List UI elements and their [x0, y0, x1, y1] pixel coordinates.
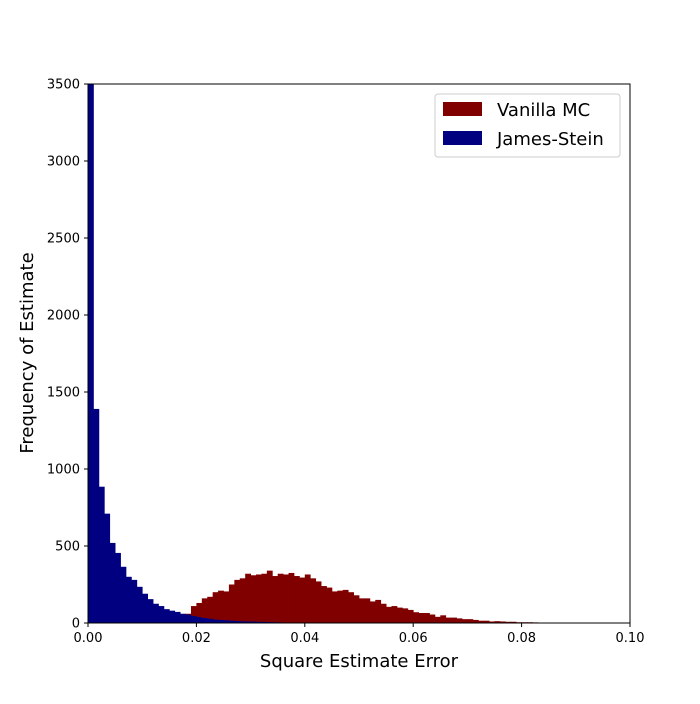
vanilla-mc-bar — [381, 604, 387, 623]
y-tick-label: 1000 — [47, 463, 80, 478]
y-tick-label: 500 — [55, 540, 80, 555]
vanilla-mc-bar — [435, 617, 441, 623]
james-stein-bar — [88, 84, 94, 623]
vanilla-mc-bar — [337, 591, 343, 623]
vanilla-mc-bar — [218, 591, 224, 623]
james-stein-bar — [121, 567, 127, 623]
x-tick-label: 0.04 — [290, 631, 319, 646]
vanilla-mc-bar — [402, 608, 408, 623]
x-tick-label: 0.02 — [182, 631, 211, 646]
james-stein-bar — [164, 609, 170, 623]
vanilla-mc-bar — [294, 576, 300, 623]
vanilla-mc-bar — [316, 581, 322, 623]
y-tick-label: 3000 — [47, 155, 80, 170]
james-stein-bar — [191, 616, 197, 623]
vanilla-mc-bar — [392, 606, 398, 623]
vanilla-mc-bar — [283, 574, 289, 623]
vanilla-mc-bar — [429, 615, 435, 623]
james-stein-bar — [99, 487, 105, 623]
vanilla-mc-bar — [397, 608, 403, 623]
vanilla-mc-bar — [299, 578, 305, 623]
james-stein-bar — [110, 543, 116, 623]
vanilla-mc-bar — [440, 615, 446, 623]
vanilla-mc-bar — [305, 574, 311, 623]
x-axis-label: Square Estimate Error — [260, 651, 459, 672]
y-tick-label: 1500 — [47, 386, 80, 401]
legend-swatch-vanilla-mc — [443, 102, 482, 116]
vanilla-mc-bar — [229, 585, 235, 624]
james-stein-bar — [180, 614, 186, 623]
vanilla-mc-bar — [446, 618, 452, 623]
y-tick-label: 0 — [72, 617, 80, 632]
james-stein-bar — [142, 594, 148, 623]
james-stein-bar — [196, 617, 202, 623]
vanilla-mc-bar — [251, 575, 257, 623]
james-stein-bar — [158, 606, 164, 623]
legend: Vanilla MC James-Stein — [435, 94, 620, 157]
james-stein-bar — [126, 577, 132, 623]
james-stein-bar — [175, 612, 181, 623]
vanilla-mc-bar — [467, 619, 473, 623]
james-stein-bar — [202, 618, 208, 623]
james-stein-bar — [148, 599, 154, 623]
vanilla-mc-bar — [364, 598, 370, 623]
vanilla-mc-bar — [343, 590, 349, 623]
vanilla-mc-bar — [451, 618, 457, 623]
legend-swatch-james-stein — [443, 131, 482, 145]
vanilla-mc-bar — [359, 598, 365, 623]
james-stein-bar — [137, 587, 143, 623]
legend-label-james-stein: James-Stein — [496, 129, 604, 150]
y-tick-label: 2000 — [47, 309, 80, 324]
vanilla-mc-bar — [261, 574, 267, 623]
vanilla-mc-bar — [310, 578, 316, 623]
x-tick-label: 0.08 — [507, 631, 536, 646]
vanilla-mc-bar — [457, 618, 463, 623]
vanilla-mc-bar — [213, 592, 219, 623]
vanilla-mc-bar — [240, 578, 246, 623]
james-stein-bar — [213, 620, 219, 623]
james-stein-bar — [104, 514, 110, 623]
james-stein-bar — [131, 580, 137, 623]
james-stein-bar — [153, 604, 159, 623]
james-stein-bar — [93, 409, 99, 623]
vanilla-mc-bar — [245, 574, 251, 623]
vanilla-mc-bar — [256, 574, 262, 623]
vanilla-mc-bar — [419, 613, 425, 623]
vanilla-mc-bar — [289, 573, 295, 623]
vanilla-mc-bar — [413, 612, 419, 623]
james-stein-bar — [186, 615, 192, 623]
vanilla-mc-bar — [278, 574, 284, 623]
james-stein-bar — [115, 553, 121, 623]
james-stein-bar — [207, 619, 213, 623]
vanilla-mc-bar — [326, 588, 332, 623]
y-tick-label: 2500 — [47, 232, 80, 247]
vanilla-mc-bar — [386, 607, 392, 623]
vanilla-mc-bar — [348, 592, 354, 623]
vanilla-mc-bar — [408, 610, 414, 623]
vanilla-mc-bar — [375, 600, 381, 623]
y-tick-label: 3500 — [47, 78, 80, 93]
x-tick-label: 0.10 — [616, 631, 645, 646]
x-tick-label: 0.00 — [74, 631, 103, 646]
vanilla-mc-bar — [424, 613, 430, 623]
vanilla-mc-bar — [332, 591, 338, 623]
vanilla-mc-bar — [267, 571, 273, 623]
legend-label-vanilla-mc: Vanilla MC — [497, 100, 590, 121]
vanilla-mc-bar — [370, 601, 376, 623]
y-axis-label: Frequency of Estimate — [17, 252, 38, 453]
james-stein-bar — [169, 611, 175, 623]
x-tick-label: 0.06 — [399, 631, 428, 646]
vanilla-mc-bar — [272, 576, 278, 623]
vanilla-mc-bar — [234, 580, 240, 623]
vanilla-mc-bar — [462, 619, 468, 623]
vanilla-mc-bar — [224, 591, 230, 623]
vanilla-mc-bar — [354, 595, 360, 623]
vanilla-mc-bar — [321, 586, 327, 623]
